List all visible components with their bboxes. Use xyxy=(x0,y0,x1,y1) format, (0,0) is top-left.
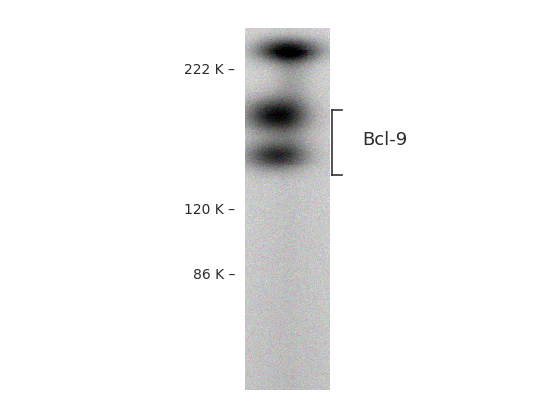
Text: 86 K –: 86 K – xyxy=(193,268,235,282)
Text: 222 K –: 222 K – xyxy=(184,63,235,77)
Text: Bcl-9: Bcl-9 xyxy=(362,131,407,149)
Text: 120 K –: 120 K – xyxy=(184,203,235,217)
